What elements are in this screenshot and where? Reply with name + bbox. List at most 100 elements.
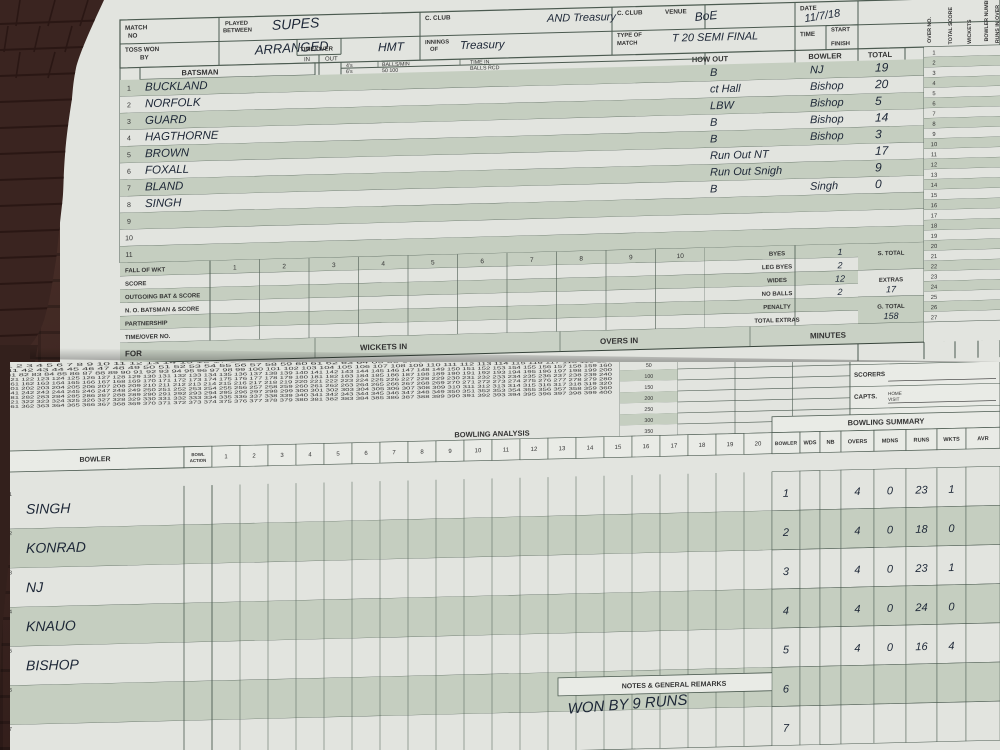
svg-text:TOTAL: TOTAL [868, 50, 893, 60]
svg-text:B: B [710, 183, 717, 195]
svg-text:BOWL: BOWL [191, 452, 204, 457]
svg-text:TIME: TIME [800, 31, 815, 38]
svg-text:0: 0 [887, 563, 894, 575]
svg-text:PENALTY: PENALTY [763, 304, 791, 311]
svg-text:BROWN: BROWN [145, 147, 190, 160]
svg-text:22: 22 [931, 264, 937, 270]
svg-text:KONRAD: KONRAD [26, 539, 86, 556]
svg-text:300: 300 [644, 418, 653, 424]
svg-text:23: 23 [914, 563, 928, 575]
svg-text:8: 8 [932, 122, 935, 128]
svg-text:9: 9 [932, 132, 935, 138]
svg-text:7: 7 [783, 723, 790, 735]
svg-text:18: 18 [699, 443, 706, 449]
svg-text:14: 14 [587, 445, 594, 451]
svg-text:OVERS: OVERS [848, 439, 868, 445]
svg-text:1: 1 [948, 484, 954, 496]
svg-text:0: 0 [887, 524, 894, 536]
svg-text:158: 158 [883, 311, 898, 321]
svg-text:1: 1 [837, 247, 842, 257]
svg-text:2: 2 [836, 287, 842, 297]
svg-text:17: 17 [875, 143, 890, 157]
svg-text:PLAYED: PLAYED [225, 21, 248, 28]
svg-text:1: 1 [948, 562, 954, 574]
svg-text:150: 150 [644, 385, 653, 391]
svg-text:TOTAL SCORE: TOTAL SCORE [948, 6, 954, 44]
svg-text:8: 8 [127, 202, 131, 209]
svg-text:3: 3 [875, 127, 882, 141]
svg-text:0: 0 [887, 642, 894, 654]
svg-text:19: 19 [727, 442, 734, 448]
svg-text:AVR: AVR [977, 436, 988, 442]
svg-text:4: 4 [127, 135, 131, 142]
svg-text:4: 4 [854, 486, 860, 498]
svg-text:RUNS: RUNS [914, 437, 930, 443]
svg-text:2: 2 [127, 102, 131, 109]
svg-text:ACTION: ACTION [190, 458, 206, 463]
svg-text:SCORE: SCORE [125, 281, 146, 288]
svg-text:BOWLER NUMBER: BOWLER NUMBER [984, 0, 990, 42]
svg-text:SINGH: SINGH [26, 500, 71, 517]
svg-text:BUCKLAND: BUCKLAND [145, 80, 208, 94]
svg-text:24: 24 [914, 602, 927, 614]
svg-text:10: 10 [931, 142, 937, 148]
svg-text:C. CLUB: C. CLUB [425, 14, 451, 22]
svg-text:BATSMAN: BATSMAN [182, 67, 219, 77]
svg-text:TOTAL EXTRAS: TOTAL EXTRAS [754, 318, 799, 325]
svg-text:1: 1 [233, 265, 237, 272]
svg-text:OF: OF [430, 47, 439, 53]
svg-text:25: 25 [931, 295, 937, 301]
svg-text:0: 0 [948, 523, 955, 535]
svg-text:WIDES: WIDES [767, 278, 787, 285]
svg-text:12: 12 [931, 162, 937, 168]
svg-text:5: 5 [875, 94, 882, 108]
svg-text:13: 13 [559, 446, 566, 452]
svg-text:BISHOP: BISHOP [26, 656, 80, 673]
svg-text:5: 5 [127, 152, 131, 159]
svg-text:S. TOTAL: S. TOTAL [878, 251, 905, 258]
svg-text:2: 2 [932, 61, 935, 67]
svg-text:SINGH: SINGH [145, 197, 182, 210]
svg-text:Bishop: Bishop [810, 80, 844, 93]
svg-text:9: 9 [875, 160, 882, 174]
svg-text:LBW: LBW [710, 100, 735, 113]
svg-text:7: 7 [10, 727, 12, 733]
svg-text:FINISH: FINISH [831, 41, 850, 47]
svg-text:350: 350 [644, 429, 653, 435]
svg-text:MATCH: MATCH [617, 41, 637, 48]
svg-text:20: 20 [755, 441, 762, 447]
svg-text:RUNS IN OVER: RUNS IN OVER [995, 5, 1000, 44]
svg-text:Run Out Snigh: Run Out Snigh [710, 165, 782, 179]
svg-text:Treasury: Treasury [460, 39, 506, 52]
svg-text:B: B [710, 67, 717, 79]
svg-text:Bishop: Bishop [810, 113, 844, 126]
svg-text:WICKETS IN: WICKETS IN [360, 342, 407, 352]
svg-text:WICKETS: WICKETS [967, 19, 973, 44]
svg-text:15: 15 [931, 193, 937, 199]
svg-text:C. CLUB: C. CLUB [617, 9, 643, 17]
svg-text:16: 16 [915, 641, 928, 653]
svg-text:6: 6 [783, 683, 790, 695]
svg-text:0: 0 [875, 177, 882, 191]
svg-text:27: 27 [931, 315, 937, 321]
svg-text:18: 18 [915, 524, 928, 536]
svg-text:12: 12 [531, 447, 538, 453]
svg-text:4: 4 [854, 603, 860, 615]
svg-text:NORFOLK: NORFOLK [145, 97, 202, 110]
svg-text:5: 5 [10, 649, 12, 655]
svg-text:PARTNERSHIP: PARTNERSHIP [125, 321, 168, 328]
svg-text:0: 0 [887, 485, 894, 497]
svg-text:10: 10 [125, 235, 133, 242]
svg-text:FALL OF WKT: FALL OF WKT [125, 267, 166, 274]
svg-text:HOME: HOME [888, 391, 902, 396]
svg-text:3: 3 [932, 71, 935, 77]
svg-text:19: 19 [875, 60, 889, 74]
svg-text:5: 5 [783, 644, 790, 656]
svg-text:6: 6 [480, 258, 484, 265]
svg-text:3: 3 [10, 570, 12, 576]
svg-text:17: 17 [671, 443, 678, 449]
svg-text:HAGTHORNE: HAGTHORNE [145, 130, 219, 144]
svg-text:TOSS WON: TOSS WON [125, 46, 160, 54]
svg-text:2: 2 [282, 263, 286, 270]
svg-text:B: B [710, 133, 717, 145]
